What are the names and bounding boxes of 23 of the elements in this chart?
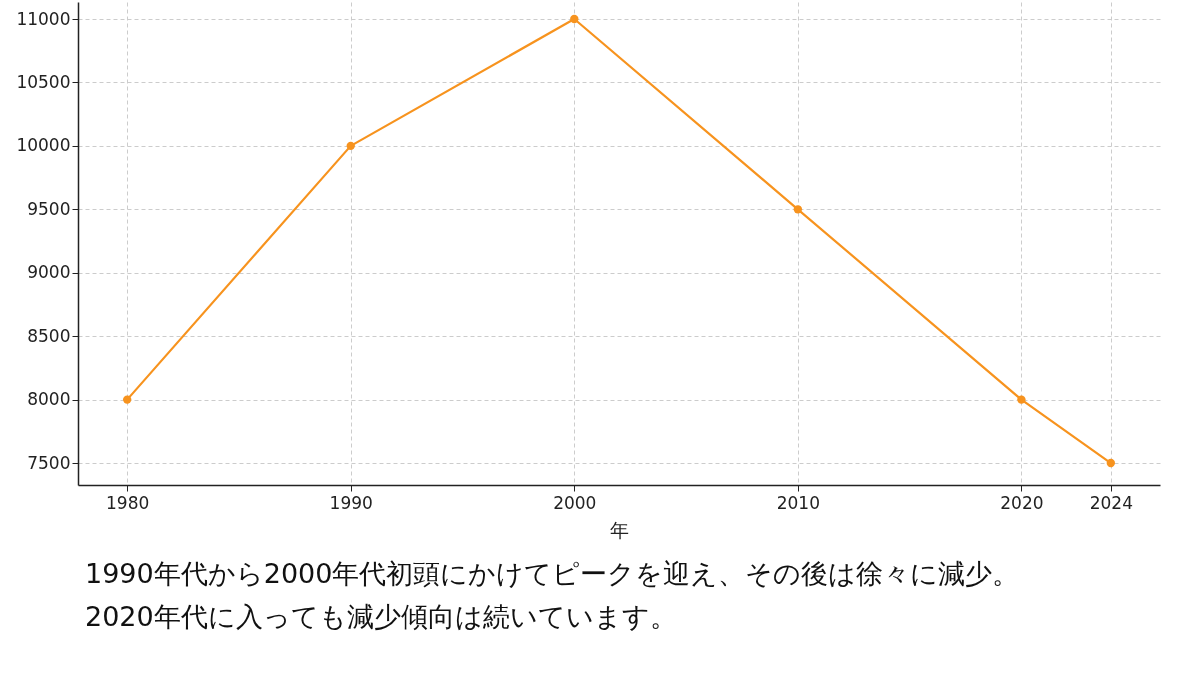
y-tick-label: 11000 <box>16 8 71 29</box>
y-tick-label: 7500 <box>27 452 71 473</box>
y-tick-label: 9500 <box>27 198 71 219</box>
y-tick-label: 8500 <box>27 325 71 346</box>
text: 2020年代に入っても減少傾向は続いています。 <box>85 600 678 634</box>
point <box>1017 395 1026 404</box>
y-tick-label: 10500 <box>16 71 71 92</box>
point <box>346 141 355 151</box>
x-tick-label: 1980 <box>106 492 150 513</box>
point <box>793 205 803 214</box>
x-tick-label: 2024 <box>1089 492 1133 513</box>
x-tick-label: 2010 <box>776 492 820 513</box>
y-tick-label: 10000 <box>16 135 71 156</box>
point <box>123 395 132 404</box>
point <box>1106 458 1115 468</box>
x-tick-label: 2020 <box>1000 492 1044 513</box>
text: 1990年代から2000年代初頭にかけてピークを迎え、その後は徐々に減少。 <box>85 557 1020 591</box>
y-tick-label: 9000 <box>27 262 71 283</box>
x-tick-label: 2000 <box>553 492 597 513</box>
x-axis-title: 年 <box>610 518 629 541</box>
point <box>570 14 579 24</box>
y-tick-label: 8000 <box>27 389 71 410</box>
x-tick-label: 1990 <box>329 492 373 513</box>
